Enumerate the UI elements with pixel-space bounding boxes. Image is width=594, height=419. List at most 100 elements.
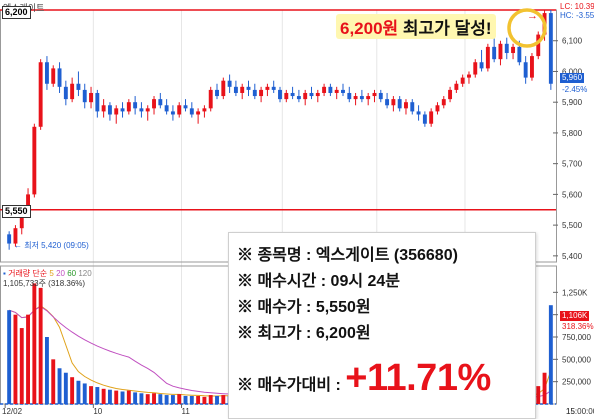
candle-body <box>114 108 119 115</box>
current-change: -2.45% <box>562 85 588 94</box>
volume-bar <box>215 395 219 404</box>
volume-bar <box>114 390 119 404</box>
trade-info-box: ※ 종목명 : 엑스게이트 (356680) ※ 매수시간 : 09시 24분 … <box>228 232 536 419</box>
candle-body <box>265 86 270 90</box>
volume-bar <box>101 388 106 404</box>
volume-bar <box>51 359 56 404</box>
candle-body <box>385 99 390 106</box>
candle-body <box>107 105 112 115</box>
candle-body <box>183 105 188 109</box>
volume-bar <box>63 372 68 404</box>
candle-body <box>177 105 182 115</box>
candle-body <box>391 99 396 106</box>
candle-body <box>82 89 87 103</box>
candle-body <box>441 99 446 106</box>
candle-body <box>252 89 257 97</box>
info-high-price: ※ 최고가 : 6,200원 <box>237 319 371 343</box>
lc-label: LC: 10.39 <box>560 2 594 11</box>
volume-tick-label: 500,000 <box>562 355 591 364</box>
x-tick-label: 11 <box>182 407 191 416</box>
legend-ma2: 20 <box>56 269 65 278</box>
price-tick-label: 5,600 <box>562 190 583 199</box>
candle-body <box>57 68 62 87</box>
price-tick-label: 5,400 <box>562 252 583 261</box>
volume-bar <box>89 386 93 404</box>
candle-body <box>492 46 497 60</box>
volume-tick-label: 1,250K <box>562 288 588 297</box>
info-buy-price-label: ※ 매수가 : <box>237 299 316 316</box>
current-price-tag: 5,960 <box>560 73 585 83</box>
x-tick-label: 12/02 <box>2 407 23 416</box>
candle-body <box>473 62 478 75</box>
candle-body <box>303 92 308 100</box>
candle-body <box>145 108 150 112</box>
volume-tick-label: 750,000 <box>562 333 591 342</box>
candle-body <box>271 86 276 90</box>
x-tick-label: 10 <box>93 407 102 416</box>
price-panel-frame <box>0 9 557 263</box>
candle-body <box>278 89 282 100</box>
callout-price: 6,200원 <box>340 19 399 38</box>
candle-body <box>460 77 465 84</box>
legend-ma3: 60 <box>67 269 77 278</box>
candle-body <box>164 105 169 112</box>
candle-body <box>7 234 12 244</box>
candle-body <box>290 92 295 97</box>
volume-tick-label: 250,000 <box>562 378 591 387</box>
candle-body <box>95 92 100 112</box>
candle-body <box>284 92 289 100</box>
candle-body <box>202 108 207 112</box>
volume-bar <box>38 287 43 404</box>
candle-body <box>410 102 415 112</box>
candle-body <box>120 108 125 112</box>
candle-body <box>139 108 144 112</box>
volume-bar <box>145 394 150 404</box>
highlight-circle <box>507 8 547 48</box>
price-tick-label: 5,700 <box>562 160 583 169</box>
volume-pct: 318.36% <box>562 322 594 331</box>
volume-bar <box>177 394 182 404</box>
candle-body <box>189 108 194 115</box>
volume-bar <box>13 314 18 404</box>
candle-body <box>378 92 383 100</box>
candle-body <box>536 34 541 57</box>
candle-body <box>467 74 471 78</box>
candle-body <box>158 99 163 106</box>
price-tick-label: 6,100 <box>562 37 583 46</box>
high-arrow-icon: → <box>527 10 538 22</box>
volume-bar <box>32 283 37 404</box>
candle-body <box>101 105 106 112</box>
volume-value-line: 1,105,733주 (318.36%) <box>3 279 86 288</box>
candle-body <box>334 89 339 93</box>
info-stock-name: ※ 종목명 : 엑스게이트 (356680) <box>237 241 458 265</box>
candle-body <box>26 194 30 210</box>
legend-ma-prefix: 단순 <box>32 269 48 278</box>
volume-legend: ▪ 거래량 단순 5 20 60 120 <box>3 268 92 279</box>
volume-bar <box>164 395 169 404</box>
price-tick-label: 5,900 <box>562 98 583 107</box>
candle-body <box>548 13 553 84</box>
info-buy-time-value: 09시 24분 <box>330 273 401 290</box>
volume-bar <box>7 310 12 404</box>
price-tick-label: 6,000 <box>562 67 583 76</box>
info-stock-name-label: ※ 종목명 : <box>237 247 316 264</box>
volume-bar <box>208 395 213 404</box>
candle-body <box>397 99 402 109</box>
candle-body <box>359 96 364 100</box>
info-high-price-value: 6,200원 <box>315 325 371 342</box>
volume-bar <box>82 383 87 404</box>
volume-bar <box>158 394 163 404</box>
volume-bar <box>152 393 156 404</box>
candle-body <box>38 62 43 127</box>
candle-body <box>366 96 371 100</box>
min-price-text: 최저 5,420 (09:05) <box>24 241 89 250</box>
candle-body <box>51 68 56 84</box>
candle-body <box>296 96 301 100</box>
volume-bar <box>183 395 188 404</box>
volume-bar <box>542 372 547 404</box>
legend-box-icon: ▪ <box>3 269 6 278</box>
volume-bar <box>95 387 100 404</box>
info-return-value: +11.71% <box>345 357 491 399</box>
candle-body <box>422 114 427 124</box>
high-price-box: 6,200 <box>2 6 31 19</box>
